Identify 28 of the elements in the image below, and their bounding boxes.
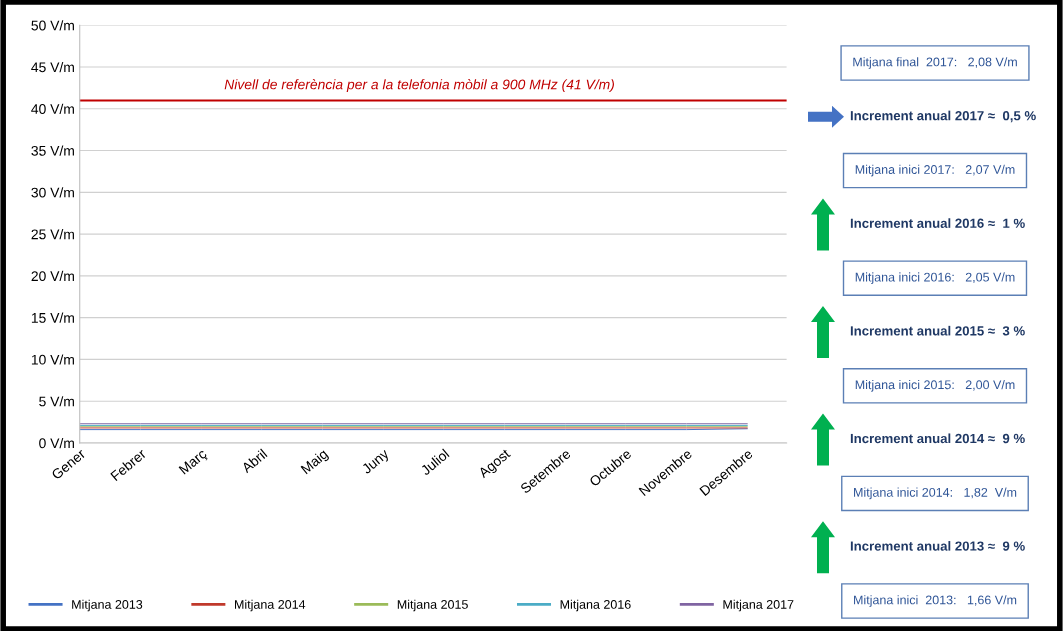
text: Mitjana inici 2016: 2,05 V/m xyxy=(855,272,1015,285)
y-tick-label: 30 V/m xyxy=(31,187,74,198)
text: Increment anual 2014 ≈ 9 % xyxy=(850,433,1025,444)
ref-line-label: Nivell de referència per a la telefonia mòbil a 900 MHz (41 V/m) xyxy=(224,78,615,93)
y-tick-label: 40 V/m xyxy=(31,103,74,114)
y-tick-label: 45 V/m xyxy=(31,61,74,73)
y-tick-label: 20 V/m xyxy=(31,270,74,282)
text: Mitjana final 2017: 2,08 V/m xyxy=(853,57,1017,69)
y-tick-label: 50 V/m xyxy=(31,20,74,31)
legend-label: Mitjana 2013 xyxy=(72,599,143,612)
legend-label: Mitjana 2014 xyxy=(235,599,306,612)
text: Mitjana inici 2014: 1,82 V/m xyxy=(854,487,1017,500)
y-tick-label: 5 V/m xyxy=(39,396,74,407)
text: Mitjana inici 2017: 2,07 V/m xyxy=(855,164,1015,177)
text: Increment anual 2017 ≈ 0,5 % xyxy=(850,110,1036,123)
legend-label: Mitjana 2015 xyxy=(397,599,468,612)
text: Increment anual 2013 ≈ 9 % xyxy=(850,541,1025,551)
text: Increment anual 2016 ≈ 1 % xyxy=(850,218,1025,228)
y-tick-label: 0 V/m xyxy=(39,437,74,449)
legend-label: Mitjana 2016 xyxy=(560,599,631,612)
text: Increment anual 2015 ≈ 3 % xyxy=(850,325,1025,336)
y-tick-label: 25 V/m xyxy=(31,229,74,240)
y-tick-label: 15 V/m xyxy=(31,312,74,323)
text: Mitjana inici 2013: 1,66 V/m xyxy=(854,595,1017,607)
text: Mitjana inici 2015: 2,00 V/m xyxy=(855,379,1015,392)
legend-label: Mitjana 2017 xyxy=(723,599,794,612)
y-tick-label: 10 V/m xyxy=(31,354,74,365)
y-tick-label: 35 V/m xyxy=(31,145,74,156)
